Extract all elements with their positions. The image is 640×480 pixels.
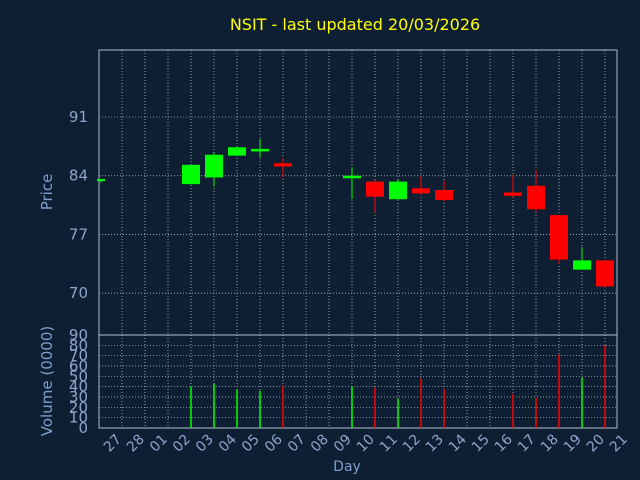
volume-bar bbox=[512, 393, 514, 428]
volume-tick-label: 20 bbox=[69, 398, 88, 416]
volume-bar bbox=[558, 354, 560, 428]
candle-body bbox=[504, 192, 522, 196]
volume-axis-label: Volume (0000) bbox=[38, 326, 56, 436]
volume-tick-label: 30 bbox=[69, 388, 88, 406]
candle-body bbox=[596, 260, 614, 287]
volume-bar bbox=[397, 399, 399, 428]
price-tick-label: 77 bbox=[69, 225, 88, 243]
volume-bar bbox=[282, 385, 284, 428]
candle-body bbox=[527, 185, 545, 210]
candle-body bbox=[573, 260, 591, 270]
candle-body bbox=[389, 181, 407, 200]
price-tick-label: 84 bbox=[69, 167, 88, 185]
volume-tick-label: 70 bbox=[69, 347, 88, 365]
candle-body bbox=[412, 188, 430, 194]
candle-body bbox=[366, 181, 384, 197]
volume-bar bbox=[581, 377, 583, 428]
candle-body bbox=[343, 175, 361, 179]
candle-body bbox=[205, 154, 223, 178]
volume-tick-label: 80 bbox=[69, 336, 88, 354]
volume-bar bbox=[213, 383, 215, 428]
candle-body bbox=[274, 163, 292, 167]
volume-bar bbox=[535, 398, 537, 428]
candle-body bbox=[251, 148, 269, 152]
price-tick-label: 91 bbox=[69, 108, 88, 126]
price-tick-label: 70 bbox=[69, 284, 88, 302]
volume-tick-label: 10 bbox=[69, 409, 88, 427]
candle-body bbox=[182, 164, 200, 185]
chart-title: NSIT - last updated 20/03/2026 bbox=[230, 15, 480, 34]
volume-bar bbox=[604, 345, 606, 428]
volume-bar bbox=[236, 389, 238, 428]
volume-bar bbox=[420, 378, 422, 428]
volume-bar bbox=[351, 386, 353, 428]
volume-bar bbox=[190, 386, 192, 428]
candle-body bbox=[228, 147, 246, 156]
price-axis-label: Price bbox=[38, 174, 56, 211]
volume-bar bbox=[374, 387, 376, 428]
price-panel: 70 77 84 91 bbox=[69, 49, 618, 336]
volume-bar bbox=[443, 388, 445, 428]
volume-tick-label: 60 bbox=[69, 357, 88, 375]
x-axis-label: Day bbox=[333, 459, 361, 475]
volume-tick-label: 0 bbox=[78, 419, 88, 437]
volume-tick-label: 50 bbox=[69, 367, 88, 385]
candle-body bbox=[435, 189, 453, 201]
volume-tick-label: 90 bbox=[69, 326, 88, 344]
volume-tick-label: 40 bbox=[69, 378, 88, 396]
volume-bar bbox=[259, 390, 261, 428]
candle-body bbox=[97, 179, 105, 182]
candle-body bbox=[550, 215, 568, 260]
